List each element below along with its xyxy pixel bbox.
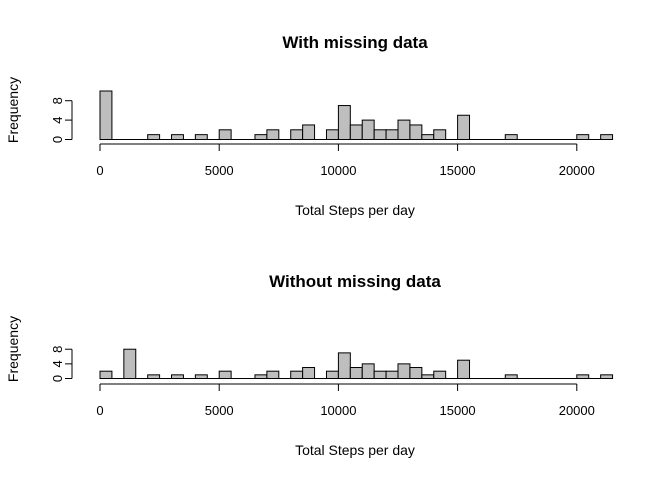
x-tick-label: 0 <box>96 163 103 178</box>
histogram-bar <box>504 374 518 379</box>
x-tick-label: 5000 <box>205 163 234 178</box>
y-tick-label: 8 <box>50 97 65 104</box>
histogram-bar <box>194 374 208 379</box>
histogram-bar <box>373 370 387 379</box>
histogram-bar <box>266 129 280 141</box>
x-tick-label: 20000 <box>559 163 595 178</box>
histogram-bar <box>457 114 471 140</box>
histogram-bar <box>457 359 471 380</box>
histogram-bar <box>361 119 375 140</box>
histogram-bar <box>600 134 614 140</box>
histogram-bar <box>373 129 387 141</box>
histogram-bar <box>254 374 268 379</box>
histogram-bar <box>99 90 113 140</box>
histogram-bar <box>266 370 280 379</box>
histogram-bar <box>576 134 590 140</box>
histogram-without-missing-data: Without missing data Total Steps per day… <box>5 272 614 458</box>
histogram-bar <box>433 129 447 141</box>
histogram-bar <box>576 374 590 379</box>
y-tick-label: 4 <box>50 360 65 367</box>
histogram-bar <box>171 374 184 379</box>
histogram-bar <box>409 124 423 140</box>
chart-title: With missing data <box>282 33 428 52</box>
x-tick-label: 0 <box>96 403 103 418</box>
histogram-bar <box>99 370 113 379</box>
histogram-bar <box>421 134 435 140</box>
histogram-bar <box>325 370 339 379</box>
histogram-bar <box>218 370 232 379</box>
y-tick-label: 8 <box>50 346 65 353</box>
histogram-bar <box>600 374 614 379</box>
histogram-bar <box>397 363 411 379</box>
x-tick-label: 10000 <box>320 403 356 418</box>
histogram-bar <box>421 374 435 379</box>
histogram-bar <box>290 129 304 141</box>
histogram-bar <box>433 370 447 379</box>
histogram-bar <box>218 129 232 141</box>
histogram-bar <box>302 367 316 379</box>
histogram-bar <box>385 370 399 379</box>
histogram-bar <box>254 134 268 140</box>
y-axis: 0 4 8 <box>50 97 73 143</box>
histogram-bar <box>337 352 351 380</box>
bar-series <box>99 90 614 141</box>
bar-series <box>99 348 614 380</box>
chart-title: Without missing data <box>269 272 441 291</box>
x-tick-label: 10000 <box>320 163 356 178</box>
histogram-bar <box>504 134 518 140</box>
histogram-bar <box>194 134 208 140</box>
histogram-bar <box>349 124 363 140</box>
y-tick-label: 4 <box>50 116 65 123</box>
histogram-bar <box>290 370 304 379</box>
histogram-bar <box>409 367 423 379</box>
y-tick-label: 0 <box>50 375 65 382</box>
y-axis-label: Frequency <box>5 77 21 143</box>
histogram-bar <box>147 374 161 379</box>
histogram-bar <box>397 119 411 140</box>
x-axis: 0 5000 10000 15000 20000 <box>96 143 595 178</box>
histogram-bar <box>385 129 399 141</box>
histogram-with-missing-data: With missing data Total Steps per day Fr… <box>5 33 614 218</box>
y-tick-label: 0 <box>50 136 65 143</box>
x-tick-label: 5000 <box>205 403 234 418</box>
x-axis-label: Total Steps per day <box>295 442 415 458</box>
histogram-bar <box>171 134 184 140</box>
x-tick-label: 20000 <box>559 403 595 418</box>
y-axis-label: Frequency <box>5 316 21 382</box>
x-tick-label: 15000 <box>440 163 476 178</box>
histogram-bar <box>302 124 316 140</box>
histogram-bar <box>325 129 339 141</box>
x-axis-label: Total Steps per day <box>295 202 415 218</box>
x-axis: 0 5000 10000 15000 20000 <box>96 383 595 418</box>
histogram-bar <box>361 363 375 379</box>
y-axis: 0 4 8 <box>50 346 73 382</box>
histogram-bar <box>337 105 351 141</box>
histogram-bar <box>349 367 363 379</box>
histogram-bar <box>123 348 137 380</box>
histogram-bar <box>147 134 161 140</box>
x-tick-label: 15000 <box>440 403 476 418</box>
